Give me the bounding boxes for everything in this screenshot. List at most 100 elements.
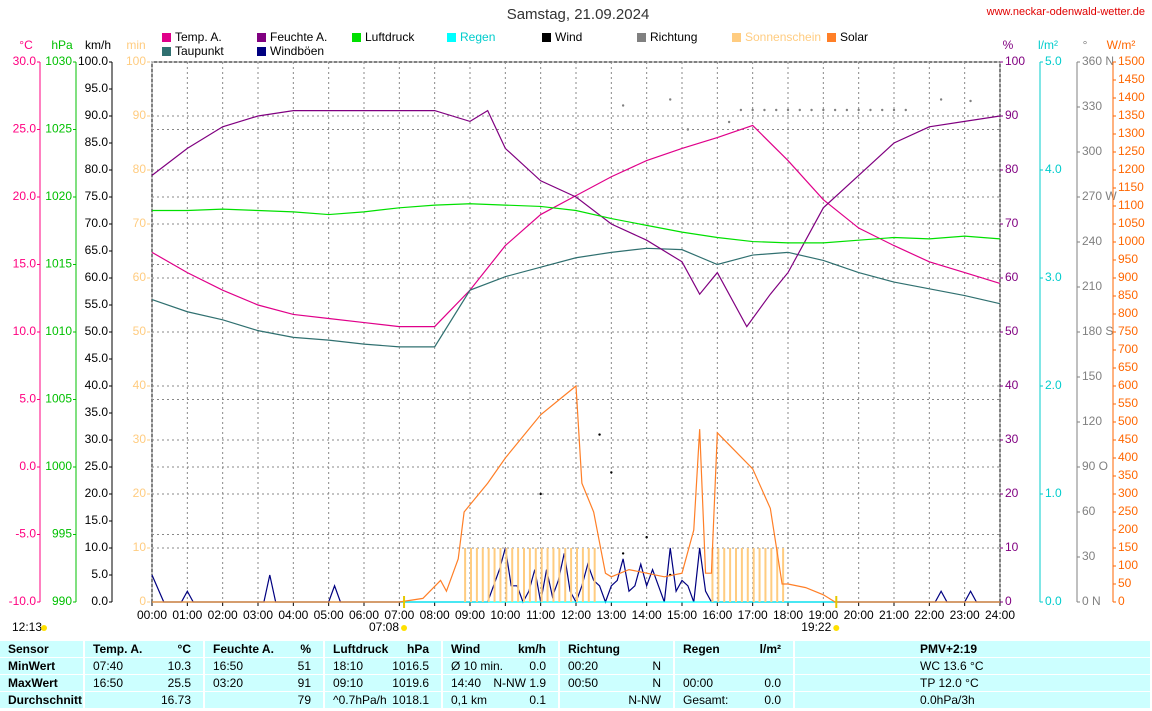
table-cell: 09:10 1019.6	[325, 675, 443, 691]
y-tick-label: 40	[133, 378, 147, 392]
x-tick-label: 22:00	[914, 608, 944, 622]
y-tick-label: 1.0	[1045, 486, 1062, 500]
y-tick-label: 0	[1005, 594, 1012, 608]
table-cell: ^0.7hPa/h 1018.1	[325, 692, 443, 708]
table-cell: 03:20 91	[205, 675, 325, 691]
legend-label: Solar	[840, 30, 868, 44]
x-tick-label: 03:00	[243, 608, 273, 622]
table-cell: Feuchte A.%	[205, 641, 325, 657]
y-tick-label: 1010	[45, 324, 72, 338]
y-tick-label: 0	[139, 594, 146, 608]
cell-text: °C	[177, 642, 191, 656]
chart-title: Samstag, 21.09.2024	[507, 6, 650, 23]
y-tick-label: 1005	[45, 392, 72, 406]
y-tick-label: 45.0	[85, 351, 109, 365]
series-dot	[686, 128, 690, 131]
cell-text: N-NW 1.9	[493, 676, 546, 690]
y-tick-label: 80.0	[85, 162, 109, 176]
x-tick-label: 19:00	[808, 608, 838, 622]
y-tick-label: 330	[1082, 99, 1102, 113]
table-cell: MinWert	[0, 658, 85, 674]
legend-swatch	[732, 33, 741, 42]
sunshine-bar	[723, 548, 726, 602]
sunshine-bar	[752, 548, 755, 602]
y-tick-label: 15.0	[85, 513, 109, 527]
series-line	[152, 384, 1000, 603]
x-tick-label: 13:00	[596, 608, 626, 622]
cell-text: WC 13.6 °C	[920, 659, 984, 673]
x-tick-label: 11:00	[526, 608, 555, 622]
y-tick-label: 85.0	[85, 135, 109, 149]
sunshine-bar	[534, 548, 537, 602]
y-tick-label: 1200	[1118, 162, 1145, 176]
y-tick-label: 50	[1005, 324, 1019, 338]
legend-label: Regen	[460, 30, 495, 44]
sunshine-bar	[764, 548, 767, 602]
y-tick-label: 5.0	[19, 392, 36, 406]
y-tick-label: 0 N	[1082, 594, 1101, 608]
cell-text: 0,1 km	[451, 693, 488, 707]
cell-text: 91	[297, 676, 311, 690]
legend-swatch	[542, 33, 551, 42]
y-tick-label: 100	[1118, 558, 1138, 572]
sunshine-bar	[746, 548, 749, 602]
y-tick-label: 90	[1005, 108, 1019, 122]
sunshine-bar	[735, 548, 737, 602]
y-tick-label: 300	[1082, 144, 1102, 158]
table-cell: Gesamt: 0.0	[675, 692, 795, 708]
cell-text: 16:50	[93, 676, 124, 690]
legend-swatch	[637, 33, 646, 42]
legend-swatch	[257, 47, 266, 56]
cell-text: ^0.7hPa/h	[333, 693, 387, 707]
cell-text: N	[652, 659, 661, 673]
cell-text: 1018.1	[392, 693, 429, 707]
y-tick-label: 60	[1082, 504, 1096, 518]
series-dot	[892, 108, 896, 112]
sunshine-bar	[758, 548, 761, 602]
y-tick-label: 0	[1118, 594, 1125, 608]
legend-swatch	[162, 33, 171, 42]
x-tick-label: 17:00	[738, 608, 768, 622]
sunshine-bar	[499, 548, 502, 602]
cell-text: 0.1	[529, 693, 546, 707]
cell-text: Wind	[451, 642, 481, 656]
y-tick-label: 4.0	[1045, 162, 1062, 176]
y-tick-label: 1015	[45, 257, 72, 271]
y-tick-label: 35.0	[85, 405, 109, 419]
y-tick-label: 990	[52, 594, 72, 608]
sunshine-bar	[581, 548, 584, 602]
x-tick-label: 00:00	[137, 608, 167, 622]
table-cell: 14:40 N-NW 1.9	[443, 675, 560, 691]
series-dot	[810, 108, 813, 112]
sunshine-bar	[593, 548, 596, 602]
y-tick-label: 20.0	[13, 189, 37, 203]
sun-time: 07:08	[369, 620, 399, 634]
x-tick-label: 12:00	[561, 608, 591, 622]
legend-label: Luftdruck	[365, 30, 415, 44]
series-line	[151, 109, 1001, 328]
y-tick-label: 60	[1005, 270, 1019, 284]
y-tick-label: 100.0	[78, 54, 108, 68]
series-dot	[857, 108, 860, 112]
x-tick-label: 02:00	[208, 608, 238, 622]
cell-text: 79	[297, 693, 311, 707]
cell-text: Gesamt:	[683, 693, 729, 707]
table-cell: 0,1 km 0.1	[443, 692, 560, 708]
table-cell: Regen l/m²	[675, 641, 795, 657]
series-dot	[822, 108, 825, 112]
legend-label: Sonnenschein	[745, 30, 821, 44]
cell-text: 1016.5	[392, 659, 429, 673]
cell-text: Feuchte A.	[213, 642, 274, 656]
cell-text: MaxWert	[8, 676, 58, 690]
table-cell: 00:50 N	[560, 675, 675, 691]
y-tick-label: 50	[133, 324, 147, 338]
y-tick-label: 550	[1118, 396, 1138, 410]
table-cell: Sensor	[0, 641, 85, 657]
y-tick-label: 1000	[45, 459, 72, 473]
sunshine-bar	[493, 548, 496, 602]
axis-unit: hPa	[51, 38, 73, 52]
table-cell: WC 13.6 °C	[795, 658, 1152, 674]
series-dot	[751, 108, 754, 112]
y-tick-label: 200	[1118, 522, 1138, 536]
